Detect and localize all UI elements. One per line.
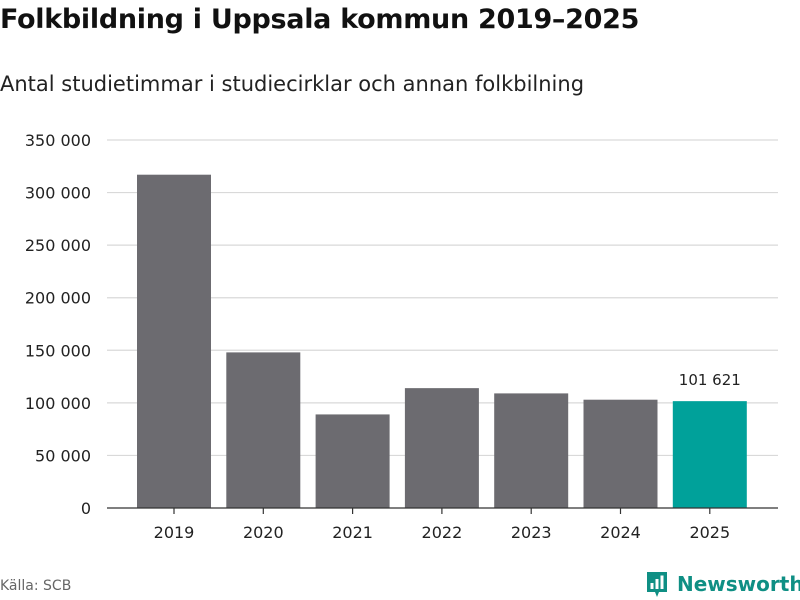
bar-2024 [583,399,658,508]
brand-name: Newsworthy [677,572,800,596]
chart-title: Folkbildning i Uppsala kommun 2019–2025 [0,4,640,35]
bar-2019 [137,174,211,508]
y-tick-label: 150 000 [25,341,91,360]
x-tick-label: 2021 [332,523,373,542]
bar-2023 [494,393,569,508]
x-tick-label: 2025 [689,523,730,542]
y-tick-label: 300 000 [25,184,91,203]
chart-subtitle: Antal studietimmar i studiecirklar och a… [0,72,585,96]
x-tick-label: 2019 [154,523,195,542]
y-tick-label: 0 [81,499,91,518]
newsworthy-logo: Newsworthy [645,570,800,598]
bar-2025 [672,401,747,508]
source-note: Källa: SCB [0,578,72,594]
y-tick-label: 50 000 [35,446,91,465]
x-tick-label: 2020 [243,523,284,542]
newsworthy-icon [647,572,667,597]
x-tick-label: 2024 [600,523,641,542]
y-tick-label: 350 000 [25,131,91,150]
x-tick-label: 2022 [422,523,463,542]
y-tick-label: 250 000 [25,236,91,255]
y-tick-label: 100 000 [25,394,91,413]
bar-2021 [315,414,390,508]
data-label: 101 621 [679,371,741,389]
x-tick-label: 2023 [511,523,552,542]
bar-2020 [226,352,301,508]
y-tick-label: 200 000 [25,289,91,308]
bar-2022 [404,388,479,508]
